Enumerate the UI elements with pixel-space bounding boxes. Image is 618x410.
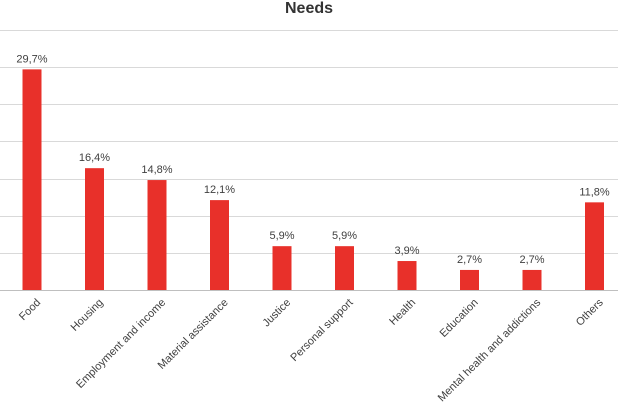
data-label: 2,7% [457, 254, 482, 266]
x-tick-label: Housing [69, 297, 106, 334]
data-label: 5,9% [332, 230, 357, 242]
chart-title: Needs [285, 0, 333, 17]
data-label: 14,8% [141, 164, 172, 176]
bar [522, 269, 542, 290]
data-label: 5,9% [269, 230, 294, 242]
bar [147, 180, 167, 290]
bar [585, 202, 604, 290]
data-label: 2,7% [519, 254, 544, 266]
x-tick-label: Mental health and addictions [436, 296, 544, 404]
bar [210, 200, 229, 290]
bar [272, 246, 292, 290]
x-tick-label: Material assistance [156, 297, 231, 372]
x-tick-label: Others [574, 296, 606, 328]
bar [397, 261, 417, 290]
x-tick-label: Justice [261, 297, 294, 330]
bar [22, 69, 42, 290]
data-labels: 29,7% 16,4% 14,8% 12,1% 5,9% 5,9% 3,9% 2,7% 2,7%… [16, 53, 610, 266]
data-label: 16,4% [79, 152, 110, 164]
x-tick-label: Food [17, 297, 43, 323]
bar [85, 168, 104, 290]
data-label: 3,9% [394, 245, 419, 257]
data-label: 29,7% [16, 53, 47, 65]
x-tick-label: Personal support [288, 297, 355, 364]
bar [335, 246, 354, 290]
bars [22, 69, 604, 290]
x-tick-label: Health [387, 297, 418, 328]
data-label: 12,1% [204, 184, 235, 196]
x-tick-label: Education [438, 297, 481, 340]
data-label: 11,8% [579, 186, 610, 198]
bar [460, 269, 479, 290]
